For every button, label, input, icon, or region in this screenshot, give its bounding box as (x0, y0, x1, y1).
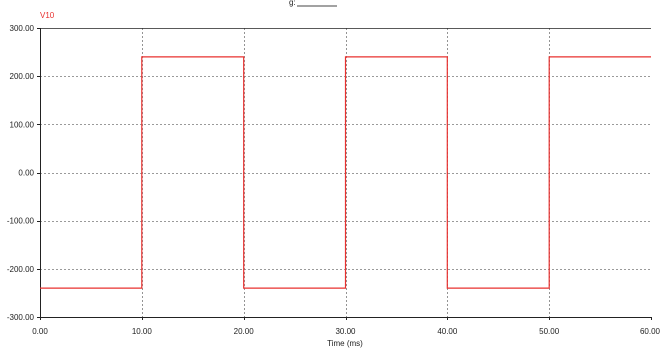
header-partial: g: (289, 0, 337, 7)
series-label: V10 (40, 11, 55, 20)
y-tick-label: 300.00 (10, 24, 35, 33)
partial-title-text: g: (289, 0, 296, 7)
y-tick-label: 200.00 (10, 72, 35, 81)
x-tick-label: 30.00 (335, 327, 356, 336)
y-tick-label: 0.00 (18, 169, 34, 178)
x-tick-label: 0.00 (32, 327, 48, 336)
axes (37, 28, 652, 320)
y-tick-label: -100.00 (7, 217, 35, 226)
x-axis-label: Time (ms) (327, 339, 363, 348)
y-tick-label: 100.00 (10, 120, 35, 129)
x-tick-label: 50.00 (539, 327, 560, 336)
x-tick-label: 10.00 (132, 327, 153, 336)
x-tick-label: 20.00 (234, 327, 255, 336)
series-layer (40, 56, 651, 289)
y-tick-label: -200.00 (7, 265, 35, 274)
x-tick-label: 40.00 (437, 327, 458, 336)
x-tick-label: 60.00 (640, 327, 661, 336)
y-tick-label: -300.00 (7, 313, 35, 322)
x-tick-labels: 0.00 10.00 20.00 30.00 40.00 50.00 60.00 (32, 327, 660, 336)
y-tick-labels: 300.00 200.00 100.00 0.00 -100.00 -200.00 -300… (7, 24, 35, 322)
series-line-v10 (40, 56, 651, 289)
